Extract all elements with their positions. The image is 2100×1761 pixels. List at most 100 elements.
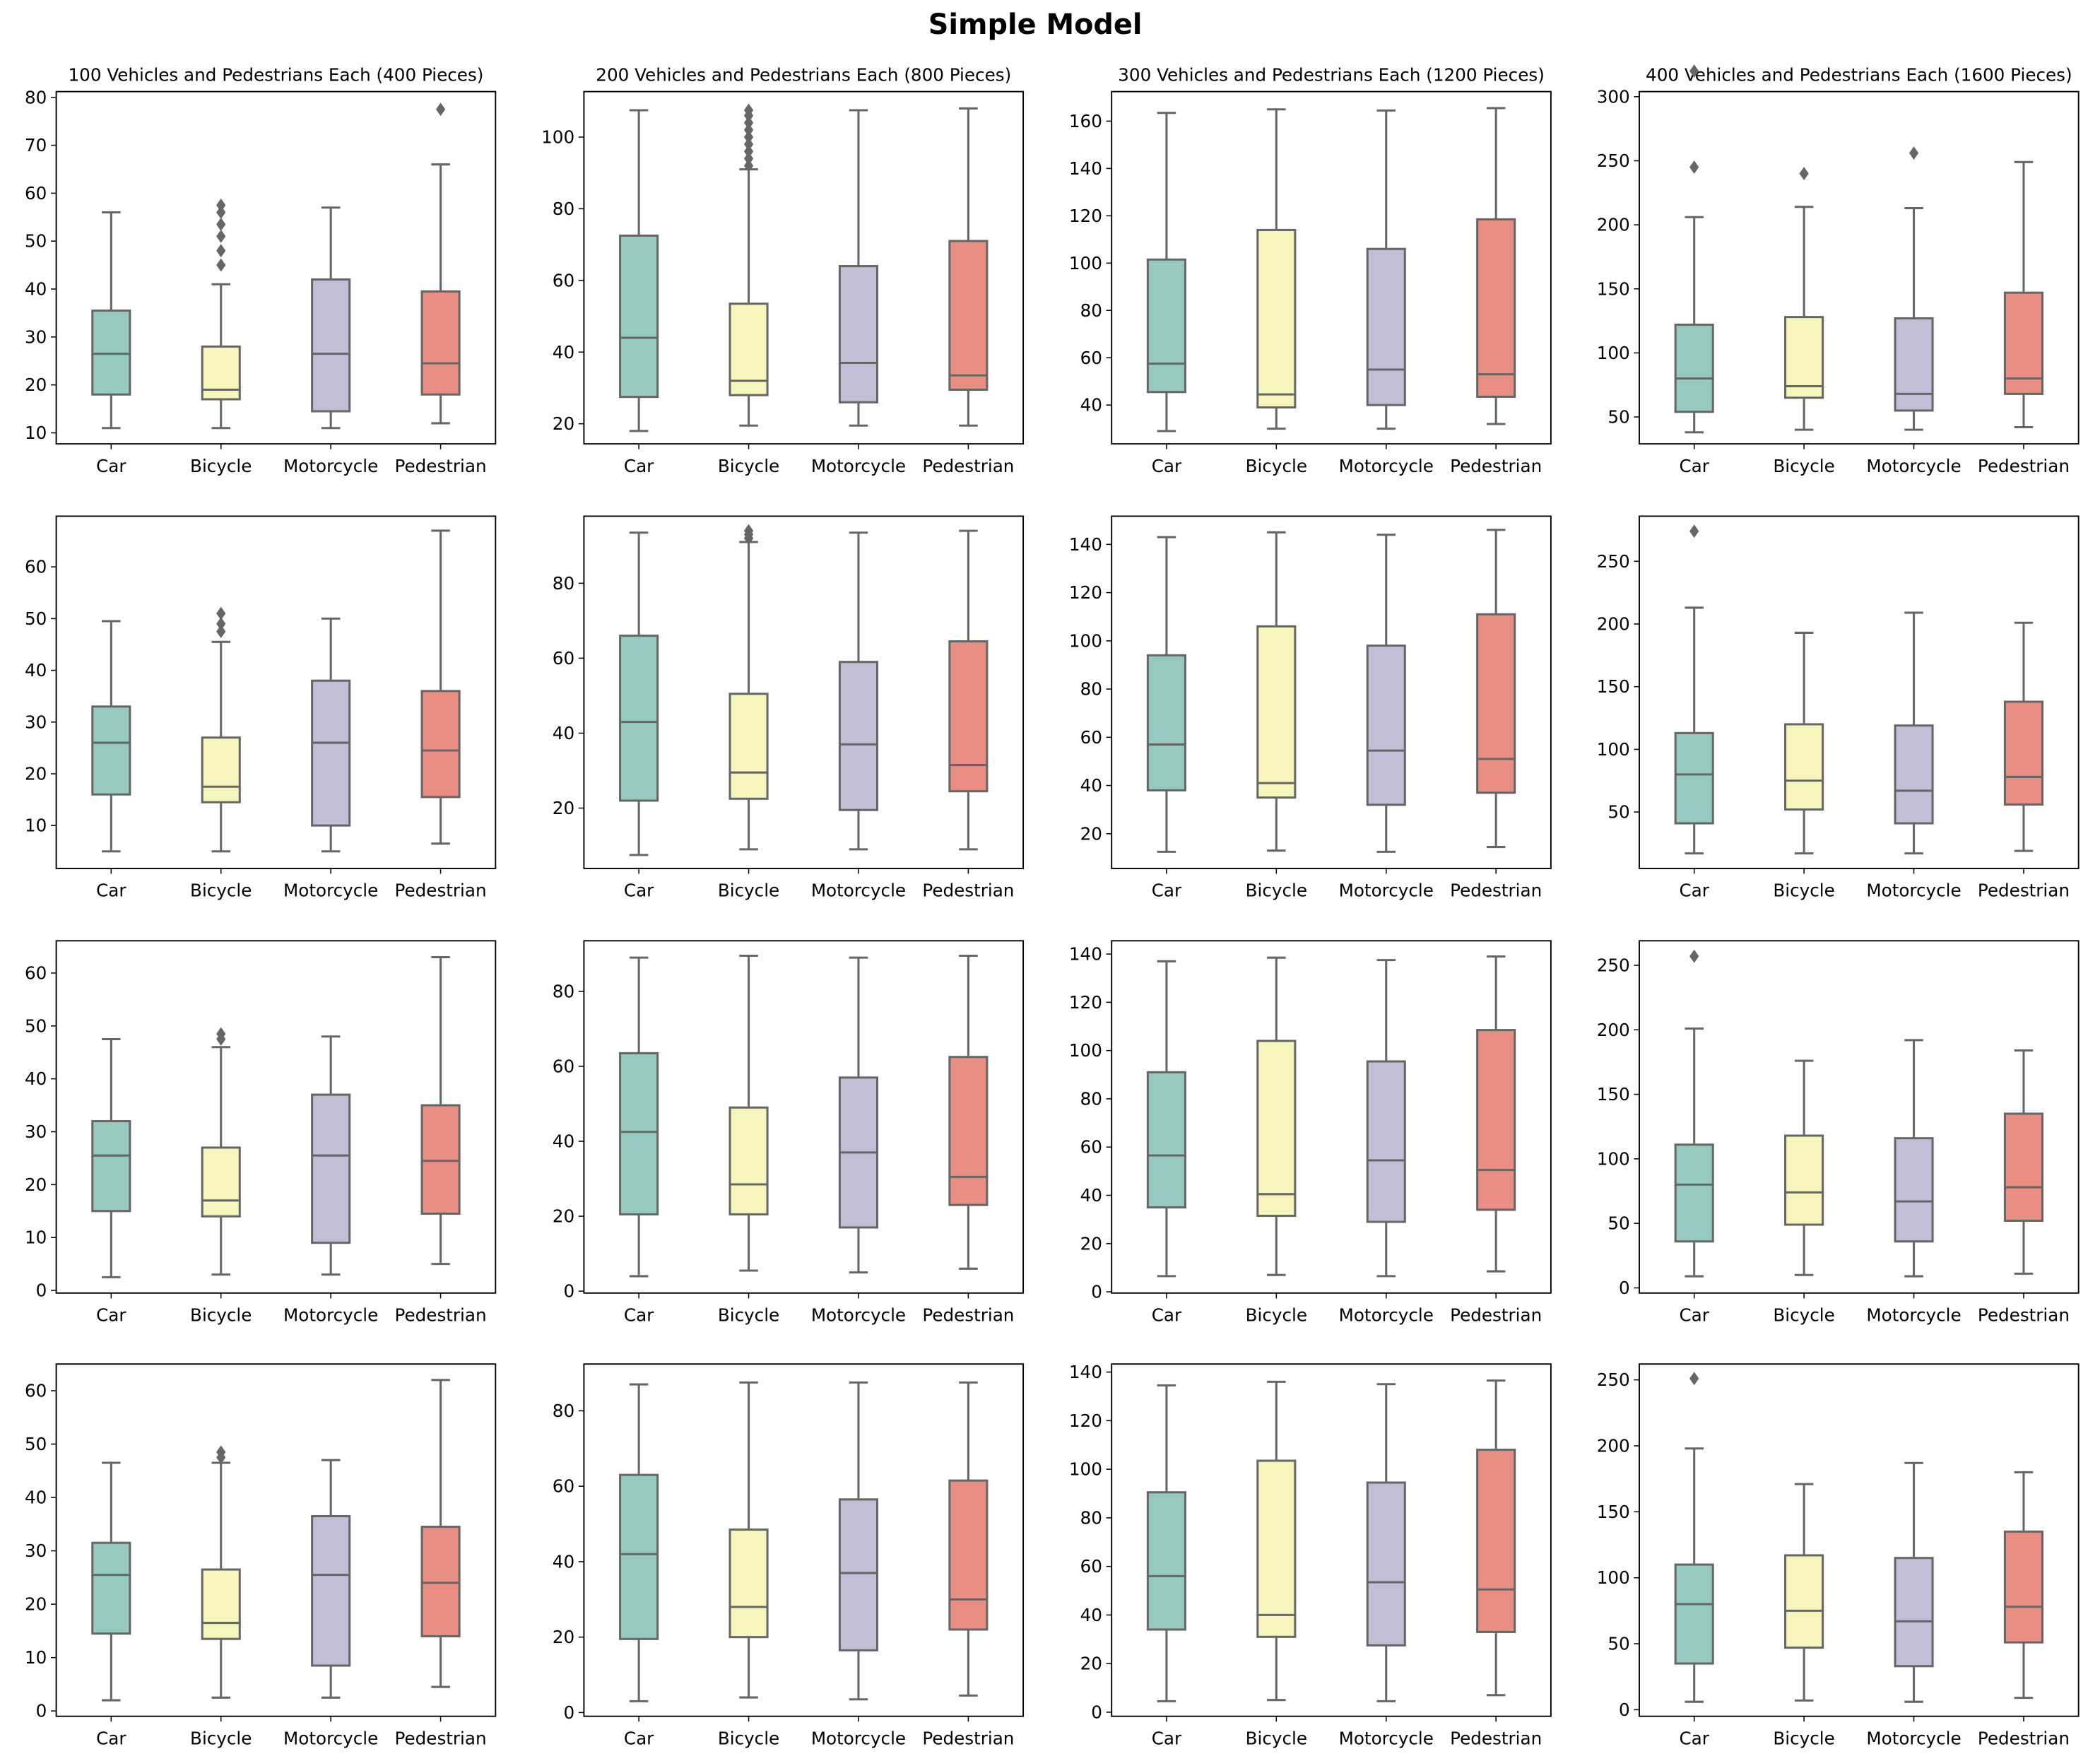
subplot: Car Bicycle Motorcycle Pedestrian 20 40 60 80 (553, 515, 1025, 901)
y-tick-label: 60 (553, 648, 574, 669)
box-bicycle (201, 1027, 241, 1276)
box-bicycle (1256, 956, 1297, 1276)
y-tick-label: 60 (25, 962, 47, 983)
box-car (1146, 536, 1186, 853)
x-tick-label: Bicycle (718, 880, 779, 901)
iqr-box (1674, 1143, 1714, 1243)
x-tick-label: Bicycle (190, 1728, 252, 1749)
outlier-point (435, 102, 446, 117)
y-tick-label: 50 (1608, 802, 1629, 823)
outlier-point (216, 606, 226, 620)
x-tick-label: Pedestrian (395, 1728, 487, 1749)
x-tick-label: Pedestrian (1978, 1728, 2070, 1749)
y-tick-label: 30 (25, 1121, 47, 1142)
box-motorcycle (1366, 1383, 1406, 1702)
iqr-box (201, 736, 241, 803)
x-tick-label: Pedestrian (922, 880, 1014, 901)
iqr-box (1784, 316, 1824, 399)
box-car (619, 956, 659, 1278)
x-tick-label: Bicycle (190, 456, 252, 476)
y-tick-label: 50 (1608, 407, 1629, 428)
x-tick-label: Motorcycle (283, 456, 378, 476)
y-tick-label: 50 (1608, 1634, 1629, 1654)
axes-frame (1639, 90, 2080, 445)
iqr-box (1146, 654, 1186, 791)
y-tick-label: 40 (1080, 395, 1102, 416)
iqr-box (91, 310, 131, 396)
x-tick-label: Pedestrian (922, 1305, 1014, 1326)
iqr-box (1366, 644, 1406, 806)
y-tick-label: 10 (25, 423, 47, 443)
iqr-box (728, 693, 769, 800)
box-motorcycle (838, 531, 879, 851)
box-motorcycle (838, 1381, 879, 1701)
x-tick-label: Pedestrian (1450, 880, 1542, 901)
subplot: Car Bicycle Motorcycle Pedestrian 0 20 40 60 80 1… (1069, 940, 1552, 1326)
box-pedestrian (1476, 107, 1516, 425)
y-tick-label: 80 (553, 573, 574, 594)
box-motorcycle (311, 617, 351, 853)
y-tick-label: 120 (1069, 582, 1102, 603)
y-tick-label: 300 (1597, 86, 1630, 107)
box-motorcycle (311, 206, 351, 430)
box-pedestrian (2003, 621, 2044, 852)
y-tick-label: 50 (25, 1434, 47, 1454)
y-tick-label: 140 (1069, 1362, 1102, 1382)
box-car (1146, 960, 1186, 1278)
x-tick-label: Motorcycle (283, 880, 378, 901)
box-bicycle (201, 1445, 241, 1699)
y-tick-label: 0 (36, 1280, 47, 1301)
iqr-box (1784, 1134, 1824, 1226)
y-tick-label: 50 (1608, 1213, 1629, 1234)
iqr-box (838, 661, 879, 811)
y-tick-label: 80 (1080, 1507, 1102, 1528)
y-tick-label: 40 (1080, 775, 1102, 796)
y-tick-label: 40 (25, 279, 47, 300)
y-tick-label: 40 (25, 1068, 47, 1089)
box-pedestrian (420, 529, 461, 845)
axes-frame (55, 515, 497, 869)
y-tick-label: 60 (25, 1381, 47, 1401)
box-motorcycle (311, 1459, 351, 1699)
y-tick-label: 200 (1597, 215, 1630, 235)
x-tick-label: Motorcycle (811, 880, 906, 901)
y-tick-label: 120 (1069, 992, 1102, 1013)
outlier-point (743, 151, 754, 165)
x-tick-label: Car (1679, 880, 1709, 901)
box-bicycle (728, 1381, 769, 1699)
x-tick-label: Pedestrian (1450, 1728, 1542, 1749)
y-tick-label: 40 (25, 1488, 47, 1508)
x-tick-label: Bicycle (190, 880, 252, 901)
box-car (619, 531, 659, 856)
outlier-point (1689, 524, 1699, 538)
subplot: Car Bicycle Motorcycle Pedestrian 20 40 60 80 10… (541, 90, 1025, 476)
box-motorcycle (838, 956, 879, 1274)
iqr-box (1256, 1459, 1297, 1638)
box-pedestrian (420, 955, 461, 1266)
y-tick-label: 20 (553, 413, 574, 434)
box-bicycle (1256, 1380, 1297, 1702)
subplot: Car Bicycle Motorcycle Pedestrian 0 50 100 150 2… (1597, 940, 2080, 1326)
y-tick-label: 140 (1069, 534, 1102, 555)
outlier-point (216, 258, 226, 272)
subplot: Car Bicycle Motorcycle Pedestrian 10 20 30 40 50… (25, 515, 497, 901)
box-bicycle (1784, 1059, 1824, 1276)
axes-frame (583, 940, 1025, 1294)
box-pedestrian (948, 529, 989, 851)
y-tick-label: 100 (1597, 1567, 1630, 1588)
y-tick-label: 250 (1597, 551, 1630, 572)
y-tick-label: 20 (25, 764, 47, 784)
x-tick-label: Car (1679, 1728, 1709, 1749)
box-car (619, 109, 659, 432)
y-tick-label: 100 (1597, 1148, 1630, 1169)
x-tick-label: Motorcycle (1866, 880, 1961, 901)
iqr-box (1366, 1060, 1406, 1223)
x-tick-label: Motorcycle (1866, 1305, 1961, 1326)
axes-frame (1639, 515, 2080, 869)
y-tick-label: 60 (1080, 1137, 1102, 1158)
iqr-box (420, 290, 461, 396)
box-pedestrian (948, 107, 989, 427)
y-tick-label: 40 (553, 1551, 574, 1572)
iqr-box (1476, 1029, 1516, 1211)
y-tick-label: 100 (1069, 1459, 1102, 1480)
